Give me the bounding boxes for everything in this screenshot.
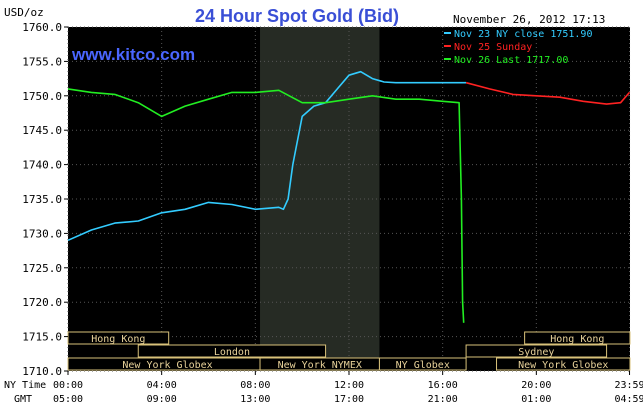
x-axis-label-ny: NY Time xyxy=(4,380,46,391)
session-band: London xyxy=(137,344,327,358)
chart-date: November 26, 2012 17:13 xyxy=(453,13,605,26)
session-label: NY Globex xyxy=(396,360,450,371)
session-box xyxy=(524,331,631,345)
series-lines xyxy=(67,70,631,323)
y-tick-label: 1755.0 xyxy=(22,55,62,68)
x-tick-label-ny: 16:00 xyxy=(428,380,458,391)
x-tick-label-gmt: 17:00 xyxy=(334,394,364,405)
legend-entry: Nov 25 Sunday xyxy=(454,42,532,53)
legend: Nov 23 NY close 1751.90 Nov 25 Sunday Nov … xyxy=(444,29,592,66)
x-tick-label-gmt: 05:00 xyxy=(53,394,83,405)
y-tick-label: 1730.0 xyxy=(22,227,62,240)
y-tick-label: 1735.0 xyxy=(22,193,62,206)
x-tick-label-gmt: 01:00 xyxy=(521,394,551,405)
legend-entry: Nov 23 NY close 1751.90 xyxy=(454,29,592,40)
session-band: Hong Kong xyxy=(524,331,631,345)
x-tick-label-ny: 08:00 xyxy=(240,380,270,391)
session-label: London xyxy=(214,347,250,358)
x-axis-ticks: 00:00 05:00 04:00 09:00 08:00 13:00 12:00 17:00… xyxy=(53,371,643,405)
session-label: New York Globex xyxy=(122,360,212,371)
legend-entry: Nov 26 Last 1717.00 xyxy=(454,55,568,66)
y-tick-label: 1745.0 xyxy=(22,124,62,137)
session-band: NY Globex xyxy=(378,357,467,371)
x-tick-label-ny: 20:00 xyxy=(521,380,551,391)
y-tick-label: 1740.0 xyxy=(22,159,62,172)
series-line xyxy=(67,70,467,242)
session-label: New York Globex xyxy=(518,360,608,371)
session-band: New York NYMEX xyxy=(259,357,380,371)
x-tick-label-ny: 12:00 xyxy=(334,380,364,391)
y-tick-label: 1715.0 xyxy=(22,331,62,344)
y-tick-label: 1725.0 xyxy=(22,262,62,275)
x-tick-label-gmt: 21:00 xyxy=(428,394,458,405)
session-label: New York NYMEX xyxy=(278,360,362,371)
y-tick-label: 1750.0 xyxy=(22,90,62,103)
session-label: Hong Kong xyxy=(550,334,604,345)
x-tick-label-gmt: 04:59 xyxy=(614,394,643,405)
x-tick-label-ny: 04:00 xyxy=(147,380,177,391)
series-line xyxy=(67,88,465,323)
y-tick-label: 1710.0 xyxy=(22,365,62,378)
y-axis-label: USD/oz xyxy=(4,6,44,19)
session-box xyxy=(496,357,631,371)
site-watermark: www.kitco.com xyxy=(71,45,195,64)
session-box xyxy=(67,331,170,345)
session-box xyxy=(137,344,327,358)
series-line xyxy=(465,81,631,105)
y-axis-ticks: 1760.0 1755.0 1750.0 1745.0 1740.0 1735.0 1730… xyxy=(22,21,68,378)
x-tick-label-gmt: 13:00 xyxy=(240,394,270,405)
session-label: Sydney xyxy=(518,347,554,358)
session-band: New York Globex xyxy=(67,357,268,371)
session-box xyxy=(378,357,467,371)
session-band: Hong Kong xyxy=(67,331,170,345)
y-tick-label: 1760.0 xyxy=(22,21,62,34)
y-tick-label: 1720.0 xyxy=(22,296,62,309)
ny-trading-hours-highlight xyxy=(260,27,380,371)
session-box xyxy=(465,344,608,358)
x-tick-label-ny: 00:00 xyxy=(53,380,83,391)
x-tick-label-gmt: 09:00 xyxy=(147,394,177,405)
session-band: Sydney xyxy=(465,344,608,358)
x-axis-label-gmt: GMT xyxy=(14,394,32,405)
session-label: Hong Kong xyxy=(91,334,145,345)
x-tick-label-ny: 23:59 xyxy=(614,380,643,391)
session-band: New York Globex xyxy=(496,357,631,371)
chart-title: 24 Hour Spot Gold (Bid) xyxy=(195,6,399,26)
